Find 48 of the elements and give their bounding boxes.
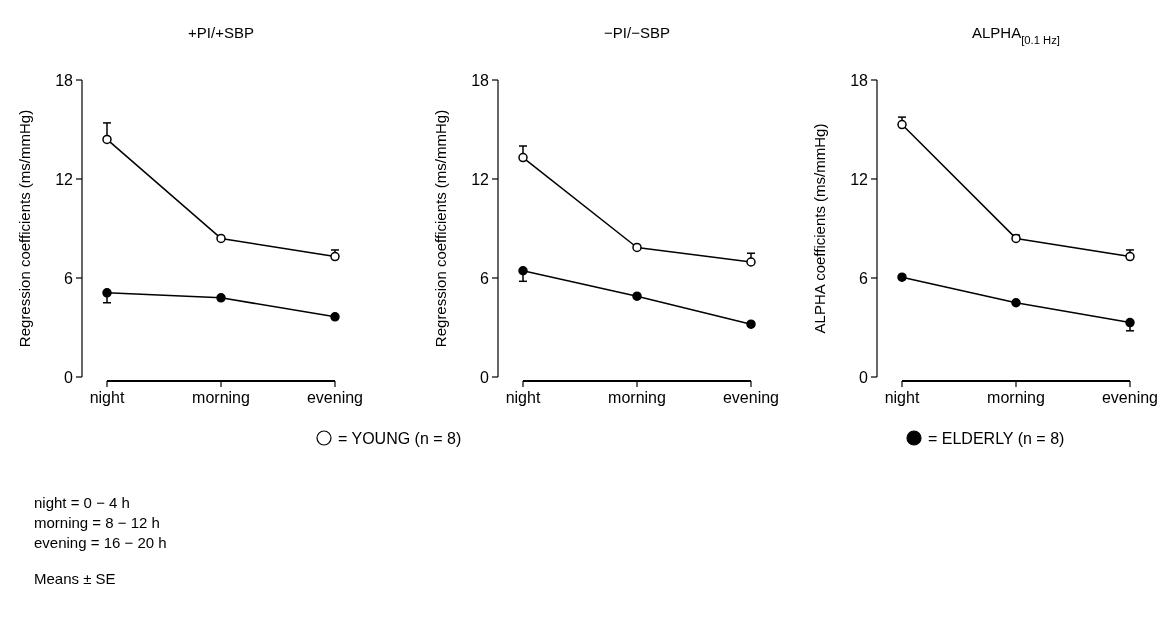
- legend-label: = YOUNG (n = 8): [338, 429, 462, 447]
- point: [102, 288, 112, 298]
- x-tick-label: night: [505, 389, 541, 406]
- y-tick-label: 6: [480, 269, 490, 287]
- point: [518, 152, 528, 163]
- x-tick-label: evening: [306, 389, 364, 406]
- y-tick-label: 18: [850, 71, 869, 89]
- point: [1011, 298, 1021, 308]
- point: [632, 242, 642, 253]
- point: [1125, 317, 1135, 328]
- y-tick-label: 6: [859, 269, 869, 287]
- chart-title: ALPHA$_{[0.1 Hz]}$: [972, 24, 1060, 46]
- y-tick-label: 0: [859, 368, 869, 386]
- point: [1011, 233, 1021, 244]
- x-tick-label: evening: [722, 389, 780, 406]
- y-axis-title: Regression coefficients (ms/mmHg): [432, 109, 449, 348]
- chart-title: +PI/+SBP: [188, 24, 254, 41]
- chart-title: −PI/−SBP: [604, 24, 670, 41]
- point: [216, 293, 226, 303]
- x-tick-label: morning: [192, 389, 250, 406]
- text: morning = 8 − 12 h: [34, 514, 160, 531]
- y-tick-label: 12: [850, 170, 869, 188]
- y-tick-label: 18: [55, 71, 74, 89]
- x-tick-label: night: [884, 389, 920, 406]
- point: [216, 233, 226, 244]
- point: [746, 257, 756, 267]
- x-tick-label: night: [89, 389, 125, 406]
- y-axis-title: Regression coefficients (ms/mmHg): [16, 109, 33, 348]
- x-tick-label: morning: [987, 389, 1045, 406]
- y-tick-label: 18: [471, 71, 490, 89]
- y-tick-label: 0: [64, 368, 74, 386]
- y-axis-title: ALPHA coefficients (ms/mmHg): [811, 123, 828, 334]
- point: [518, 265, 528, 276]
- point: [330, 312, 340, 322]
- y-tick-label: 12: [55, 170, 74, 188]
- x-tick-label: morning: [608, 389, 666, 406]
- point: [746, 319, 756, 329]
- point: [632, 291, 642, 301]
- x-tick-label: evening: [1101, 389, 1159, 406]
- y-tick-label: 0: [480, 368, 490, 386]
- point: [102, 134, 112, 145]
- legend-label: = ELDERLY (n = 8): [928, 429, 1065, 447]
- text: Means ± SE: [34, 570, 116, 587]
- text: night = 0 − 4 h: [34, 494, 130, 511]
- text: evening = 16 − 20 h: [34, 534, 167, 551]
- point: [897, 272, 907, 282]
- y-tick-label: 6: [64, 269, 74, 287]
- y-tick-label: 12: [471, 170, 490, 188]
